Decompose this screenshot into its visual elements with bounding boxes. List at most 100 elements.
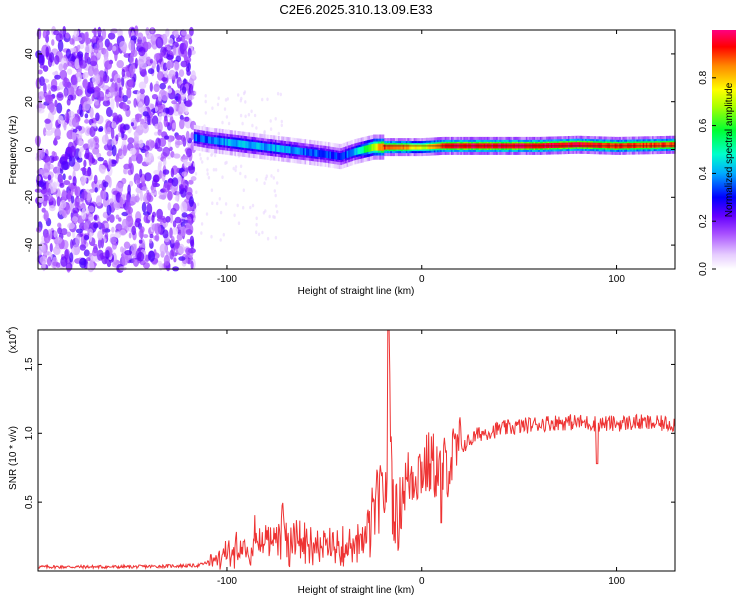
spectrogram-noise-cell xyxy=(167,37,174,45)
spectrogram-noise-cell xyxy=(67,68,73,75)
spectrogram-noise-cell xyxy=(155,104,164,115)
spectrogram-noise-cell xyxy=(95,73,101,85)
spectrogram-ridge-cell xyxy=(396,144,399,150)
spectrogram-noise-cell xyxy=(126,193,130,204)
spectrogram-noise-cell xyxy=(116,96,119,108)
spectrogram-noise-cell xyxy=(49,205,56,212)
spectrogram-noise-cell xyxy=(160,112,167,117)
spectrogram-ridge-cell xyxy=(293,147,296,154)
spectrogram-noise-cell xyxy=(171,100,178,105)
spectrogram-ridge-cell xyxy=(366,145,369,153)
spectrogram-ridge-cell xyxy=(298,147,301,155)
spectrogram-noise-cell xyxy=(221,175,224,179)
spectrogram-y-tick-label: 40 xyxy=(24,48,35,60)
spectrogram-noise-cell xyxy=(67,190,72,202)
spectrogram-noise-cell xyxy=(197,202,200,207)
spectrogram-noise-cell xyxy=(200,231,203,235)
spectrogram-noise-cell xyxy=(65,204,71,215)
spectrogram-noise-cell xyxy=(106,126,112,135)
spectrogram-noise-cell xyxy=(274,235,278,240)
spectrogram-noise-cell xyxy=(159,262,163,271)
spectrogram-noise-cell xyxy=(124,250,133,256)
spectrogram-ridge-cell xyxy=(195,134,198,142)
spectrogram-ridge-cell xyxy=(655,142,657,148)
spectrogram-noise-cell xyxy=(78,150,83,159)
spectrogram-noise-cell xyxy=(129,180,134,187)
spectrogram-noise-cell xyxy=(161,90,169,102)
spectrogram-noise-cell xyxy=(178,184,184,190)
spectrogram-noise-cell xyxy=(265,174,268,178)
spectrogram-noise-cell xyxy=(255,230,258,234)
spectrogram-y-tick-label: -40 xyxy=(24,237,35,252)
spectrogram-ridge-cell xyxy=(260,143,263,150)
spectrogram-noise-cell xyxy=(224,202,228,206)
spectrogram-noise-cell xyxy=(75,88,83,96)
spectrogram-ridge-cell xyxy=(221,138,224,146)
spectrogram-noise-cell xyxy=(261,97,264,102)
spectrogram-ridge-cell xyxy=(251,141,254,149)
spectrogram-noise-cell xyxy=(114,231,122,239)
spectrogram-noise-cell xyxy=(225,160,228,165)
spectrogram-noise-cell xyxy=(180,201,188,214)
spectrogram-ridge-cell xyxy=(274,144,277,152)
spectrogram-noise-cell xyxy=(57,222,62,228)
spectrogram-noise-cell xyxy=(63,62,68,71)
spectrogram-noise-cell xyxy=(102,189,107,201)
spectrogram-ridge-cell xyxy=(413,144,416,150)
spectrogram-noise-cell xyxy=(111,122,117,129)
spectrogram-noise-cell xyxy=(129,196,137,205)
spectrogram-noise-cell xyxy=(92,147,100,155)
spectrogram-ridge-cell xyxy=(658,142,661,148)
colorbar-tick-label: 0.2 xyxy=(698,214,709,228)
spectrogram-ridge-cell xyxy=(376,143,379,151)
spectrogram-noise-cell xyxy=(222,232,225,237)
spectrogram-noise-cell xyxy=(162,169,170,175)
spectrogram-noise-cell xyxy=(250,109,253,114)
spectrogram-noise-cell xyxy=(89,107,94,119)
spectrogram-ridge-cell xyxy=(235,139,238,147)
spectrogram-noise-cell xyxy=(54,99,58,108)
spectrogram-noise-cell xyxy=(186,239,191,244)
spectrogram-noise-cell xyxy=(89,126,96,138)
spectrogram-ridge-cell xyxy=(302,148,305,156)
snr-x-tick-label: 0 xyxy=(419,576,425,587)
spectrogram-ridge-cell xyxy=(380,143,383,151)
spectrogram-noise-cell xyxy=(194,208,197,212)
spectrogram-ridge-cell xyxy=(357,147,360,155)
spectrogram-ridge-cell xyxy=(373,143,375,151)
spectrogram-noise-cell xyxy=(43,244,47,257)
spectrogram-noise-cell xyxy=(53,246,61,256)
spectrogram-noise-cell xyxy=(109,214,115,223)
spectrogram-ridge-cell xyxy=(634,143,637,148)
spectrogram-ridge-cell xyxy=(577,142,580,148)
spectrogram-noise-cell xyxy=(130,122,134,127)
spectrogram-noise-cell xyxy=(110,28,119,34)
spectrogram-ridge-cell xyxy=(555,142,558,148)
spectrogram-noise-cell xyxy=(167,202,172,211)
spectrogram-noise-cell xyxy=(149,58,153,64)
spectrogram-noise-cell xyxy=(107,139,112,146)
spectrogram-noise-cell xyxy=(242,205,245,210)
spectrogram-ridge-cell xyxy=(348,150,350,158)
spectrogram-ridge-cell xyxy=(592,142,595,148)
spectrogram-ridge-cell xyxy=(667,142,670,148)
spectrogram-noise-cell xyxy=(206,172,209,176)
spectrogram-noise-cell xyxy=(87,260,95,273)
spectrogram-noise-cell xyxy=(165,216,171,223)
spectrogram-noise-cell xyxy=(37,107,45,114)
spectrogram-noise-cell xyxy=(141,186,148,192)
spectrogram-noise-cell xyxy=(134,113,143,119)
spectrogram-ridge-cell xyxy=(429,144,432,150)
spectrogram-noise-cell xyxy=(56,196,61,207)
spectrogram-noise-cell xyxy=(69,145,76,158)
spectrogram-noise-cell xyxy=(105,89,109,95)
spectrogram-noise-cell xyxy=(82,73,86,79)
spectrogram-ridge-cell xyxy=(574,142,576,148)
spectrogram-noise-cell xyxy=(87,214,94,222)
spectrogram-ridge-cell xyxy=(382,143,385,151)
spectrogram-noise-cell xyxy=(192,163,196,167)
spectrogram-x-tick-label: -100 xyxy=(217,274,237,285)
spectrogram-ridge-cell xyxy=(304,148,307,156)
spectrogram-noise-cell xyxy=(146,192,152,202)
spectrogram-ridge-cell xyxy=(666,142,668,148)
